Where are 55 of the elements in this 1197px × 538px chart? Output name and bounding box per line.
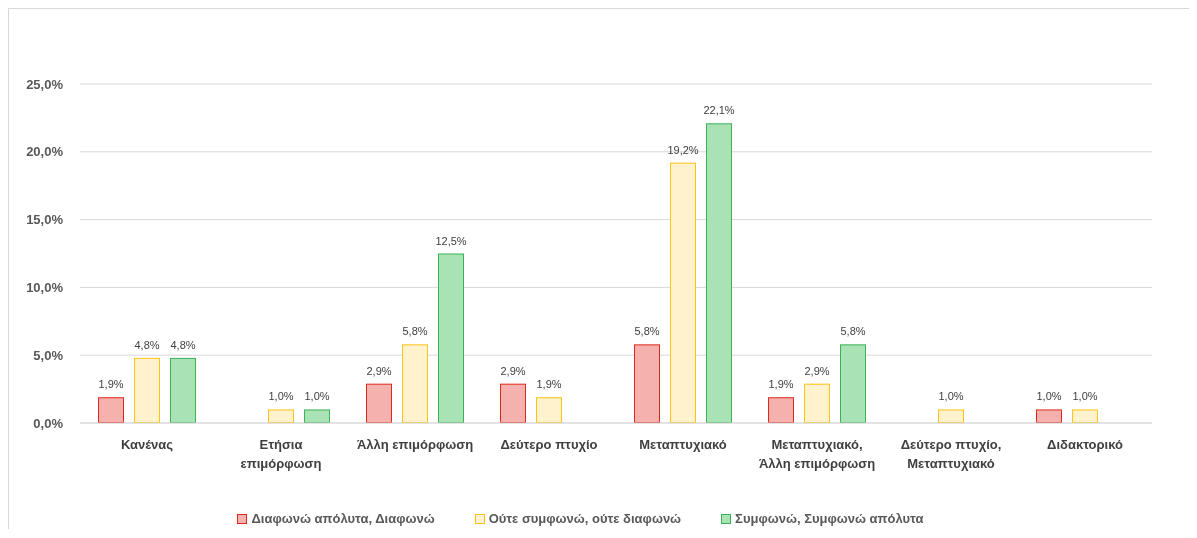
y-tick-label: 5,0% (33, 347, 64, 363)
bar (402, 344, 428, 423)
bar (938, 409, 964, 423)
data-label: 1,0% (268, 390, 294, 403)
data-label: 4,8% (134, 338, 160, 351)
x-tick-label: Άλλη επιμόρφωση (356, 437, 474, 452)
data-label: 1,0% (1036, 390, 1062, 403)
data-label: 1,9% (768, 378, 794, 391)
bar (536, 397, 562, 423)
bar (366, 383, 392, 423)
bar (670, 162, 696, 423)
data-label: 1,9% (536, 378, 562, 391)
data-label: 1,9% (98, 378, 124, 391)
bar (1072, 409, 1098, 423)
data-label: 1,0% (304, 390, 330, 403)
bar (634, 344, 660, 423)
data-label: 5,8% (634, 325, 660, 338)
legend-label: Συμφωνώ, Συμφωνώ απόλυτα (735, 510, 924, 528)
data-label: 22,1% (703, 104, 735, 117)
x-tick-label: Μεταπτυχιακό (639, 437, 727, 452)
bar (768, 397, 794, 423)
y-tick-label: 20,0% (26, 144, 64, 160)
data-label: 2,9% (804, 364, 830, 377)
bar (706, 123, 732, 423)
y-tick-label: 10,0% (26, 280, 64, 296)
y-tick-label: 0,0% (33, 415, 64, 431)
y-tick-label: 15,0% (26, 212, 64, 228)
bar (170, 357, 196, 423)
data-label: 4,8% (170, 338, 196, 351)
bar (134, 357, 160, 423)
x-tick-label: Μεταπτυχιακό, Άλλη επιμόρφωση (758, 437, 876, 471)
data-label: 1,0% (1072, 390, 1098, 403)
bar (840, 344, 866, 423)
data-label: 19,2% (667, 143, 699, 156)
data-label: 5,8% (402, 325, 428, 338)
legend-label: Διαφωνώ απόλυτα, Διαφωνώ (251, 510, 435, 528)
x-tick-label: Δεύτερο πτυχίο (500, 437, 598, 452)
bar (804, 383, 830, 423)
y-tick-label: 25,0% (26, 76, 64, 92)
bar (1036, 409, 1062, 423)
data-label: 2,9% (366, 364, 392, 377)
bar (500, 383, 526, 423)
data-label: 12,5% (435, 234, 467, 247)
bar (268, 409, 294, 423)
data-label: 1,0% (938, 390, 964, 403)
x-tick-label: Δεύτερο πτυχίο, Μεταπτυχιακό (900, 437, 1002, 471)
data-label: 2,9% (500, 364, 526, 377)
bar (304, 409, 330, 423)
x-tick-label: Ετήσια επιμόρφωση (240, 437, 322, 471)
x-tick-label: Κανένας (120, 437, 174, 452)
x-tick-label: Διδακτορικό (1047, 437, 1123, 452)
legend-label: Ούτε συμφωνώ, ούτε διαφωνώ (488, 510, 682, 528)
bar (98, 397, 124, 423)
data-label: 5,8% (840, 325, 866, 338)
bar (438, 253, 464, 423)
